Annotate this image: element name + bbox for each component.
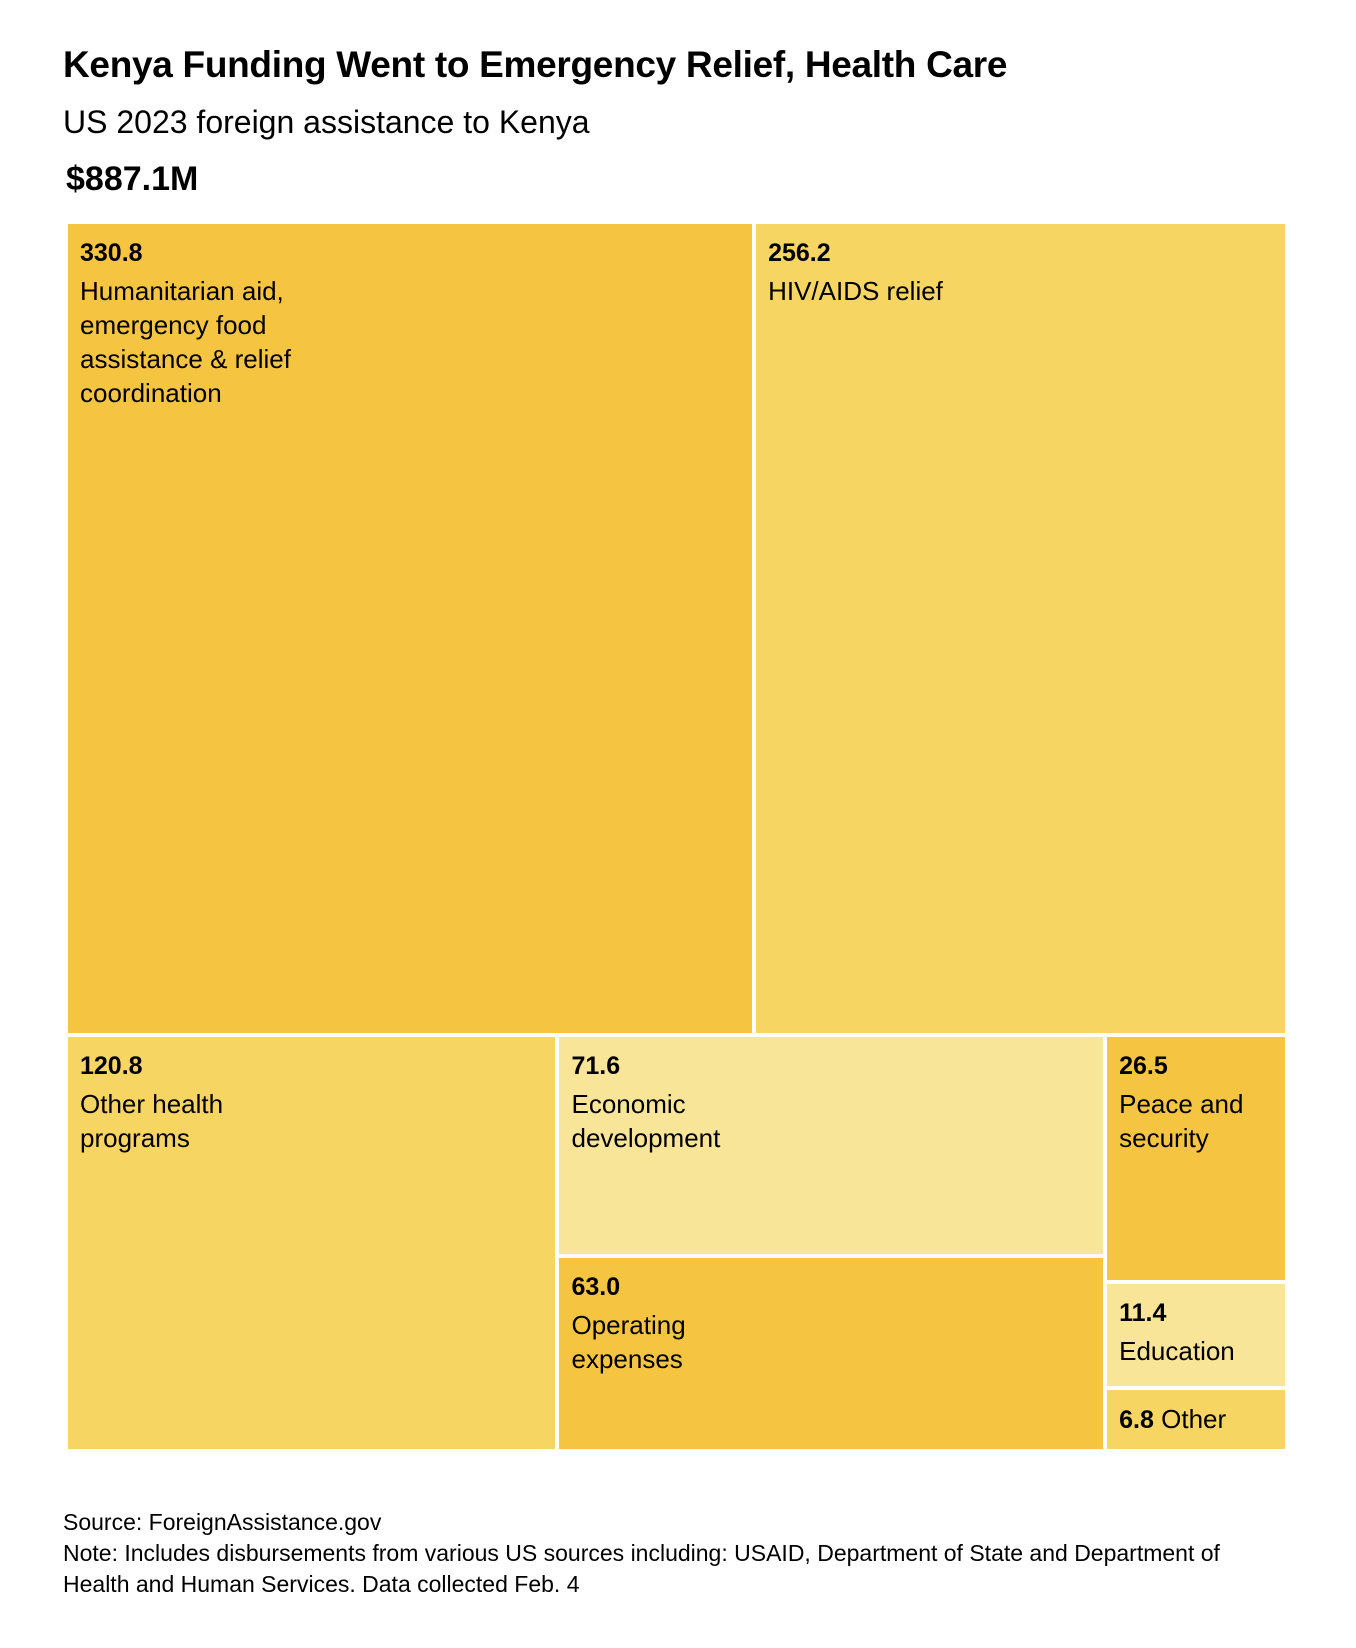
treemap-tile-education: 11.4 Education	[1105, 1281, 1287, 1388]
footnote: Note: Includes disbursements from variou…	[63, 1540, 1220, 1597]
tile-label: Peace and security	[1119, 1089, 1244, 1154]
tile-value: 26.5	[1119, 1052, 1168, 1081]
tile-value: 6.8	[1119, 1405, 1154, 1434]
treemap-tile-operating: 63.0 Operating expenses	[557, 1256, 1106, 1451]
treemap-tile-hiv-aids: 256.2 HIV/AIDS relief	[754, 222, 1287, 1036]
total-amount: $887.1M	[66, 160, 199, 198]
tile-label: Operating expenses	[571, 1310, 686, 1375]
tile-label: Humanitarian aid, emergency food assista…	[80, 276, 291, 408]
treemap-tile-economic: 71.6 Economic development	[557, 1035, 1106, 1257]
treemap-tile-other: 6.8 Other	[1105, 1387, 1287, 1451]
chart-subtitle: US 2023 foreign assistance to Kenya	[63, 104, 590, 140]
treemap: 330.8 Humanitarian aid, emergency food as…	[66, 222, 1287, 1451]
tile-value: 71.6	[571, 1052, 621, 1081]
treemap-tile-other-health: 120.8 Other health programs	[66, 1035, 558, 1451]
tile-label: Education	[1119, 1335, 1235, 1366]
tile-inline-row: 6.8 Other	[1119, 1402, 1226, 1436]
chart-title: Kenya Funding Went to Emergency Relief, …	[63, 44, 1008, 85]
treemap-tile-humanitarian: 330.8 Humanitarian aid, emergency food as…	[66, 222, 755, 1036]
tile-value: 256.2	[768, 239, 831, 267]
treemap-tile-peace: 26.5 Peace and security	[1105, 1035, 1287, 1282]
tile-value: 11.4	[1119, 1298, 1167, 1327]
tile-value: 120.8	[80, 1052, 143, 1081]
tile-value: 63.0	[571, 1273, 621, 1302]
tile-label: Other health programs	[80, 1089, 224, 1154]
tile-label: Other	[1161, 1403, 1227, 1434]
source-note: Source: ForeignAssistance.gov	[63, 1509, 382, 1535]
tile-label: Economic development	[571, 1089, 721, 1154]
tile-value: 330.8	[80, 239, 143, 267]
tile-label: HIV/AIDS relief	[768, 276, 943, 306]
